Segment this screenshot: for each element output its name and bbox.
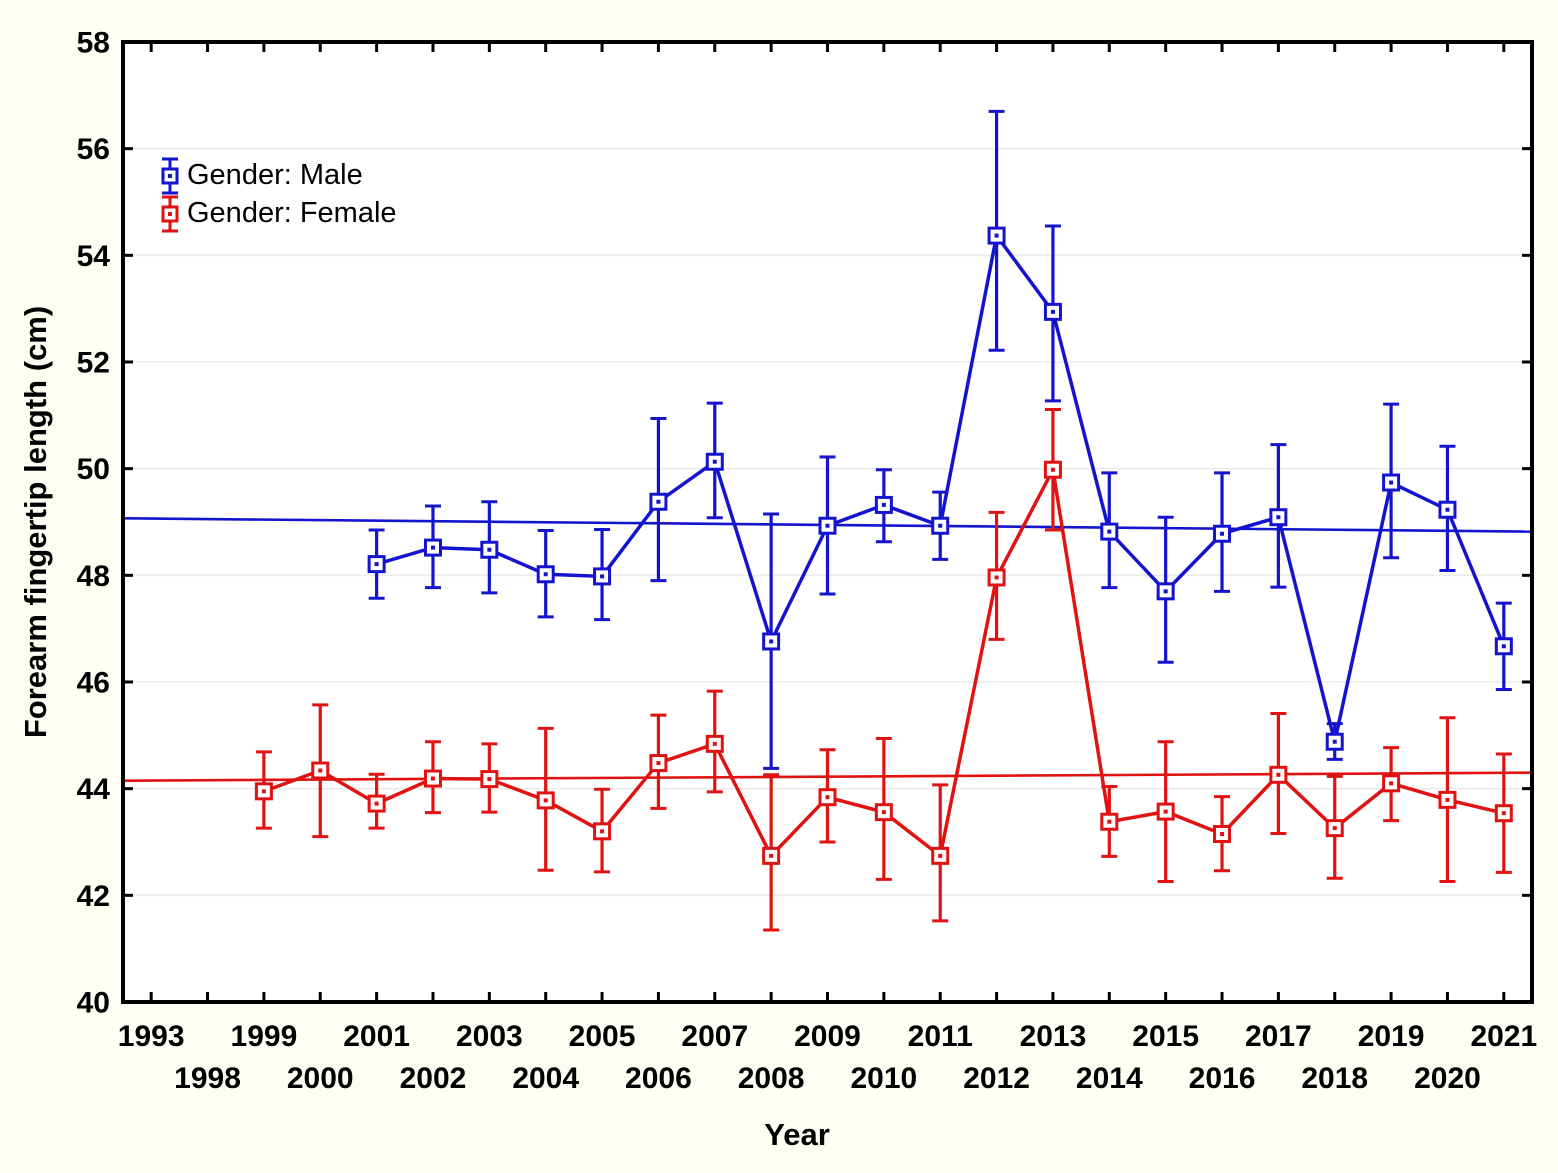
y-tick-label: 50 — [77, 453, 110, 486]
x-tick-label: 1998 — [174, 1062, 241, 1095]
female-marker-dot — [374, 801, 379, 806]
male-series-symbol — [161, 157, 179, 194]
male-marker-dot — [1107, 529, 1112, 534]
y-tick-label: 44 — [77, 773, 111, 806]
female-marker-dot — [938, 853, 943, 858]
legend: Gender: Male Gender: Female — [158, 157, 397, 232]
male-marker-dot — [1050, 309, 1055, 314]
x-tick-label: 2000 — [287, 1062, 354, 1095]
x-axis-title: Year — [764, 1117, 830, 1152]
female-marker-dot — [1163, 809, 1168, 814]
x-tick-label: 2021 — [1470, 1020, 1537, 1053]
x-tick-label: 2009 — [794, 1020, 861, 1053]
male-marker-dot — [881, 502, 886, 507]
x-tick-label: 2019 — [1358, 1020, 1425, 1053]
x-tick-label: 2003 — [456, 1020, 523, 1053]
female-marker-dot — [1107, 819, 1112, 824]
y-tick-label: 54 — [77, 240, 111, 273]
legend-label-female: Gender: Female — [187, 197, 397, 229]
legend-item-male: Gender: Male — [158, 157, 397, 194]
y-tick-label: 42 — [77, 880, 110, 913]
y-tick-label: 58 — [77, 27, 110, 60]
male-marker-dot — [1445, 507, 1450, 512]
legend-label-male: Gender: Male — [187, 159, 363, 191]
x-tick-label: 2015 — [1132, 1020, 1199, 1053]
female-marker-dot — [318, 768, 323, 773]
x-tick-label: 2010 — [850, 1062, 917, 1095]
x-tick-label: 2012 — [963, 1062, 1030, 1095]
male-marker-dot — [938, 523, 943, 528]
male-marker-dot — [1220, 531, 1225, 536]
y-tick-label: 48 — [77, 560, 110, 593]
female-marker-dot — [1332, 826, 1337, 831]
y-tick-label: 40 — [77, 987, 110, 1020]
y-tick-label: 56 — [77, 133, 110, 166]
male-marker-dot — [656, 499, 661, 504]
male-marker-dot — [1276, 515, 1281, 520]
x-tick-label: 2014 — [1076, 1062, 1143, 1095]
male-marker-dot — [1332, 739, 1337, 744]
female-marker-dot — [825, 795, 830, 800]
female-marker-dot — [487, 777, 492, 782]
female-marker-dot — [1220, 832, 1225, 836]
x-tick-label: 2013 — [1020, 1020, 1087, 1053]
male-marker-dot — [1501, 644, 1506, 649]
male-marker-dot — [1389, 480, 1394, 485]
male-marker-dot — [1163, 589, 1168, 594]
x-tick-label: 2020 — [1414, 1062, 1481, 1095]
x-tick-label: 2001 — [343, 1020, 410, 1053]
x-tick-label: 2007 — [681, 1020, 748, 1053]
female-marker-dot — [600, 829, 605, 834]
male-marker-dot — [374, 562, 379, 567]
female-marker-dot — [1501, 811, 1506, 816]
x-tick-label: 1993 — [118, 1020, 185, 1053]
y-tick-label: 46 — [77, 667, 110, 700]
female-marker-dot — [1050, 467, 1055, 472]
female-series-symbol — [161, 195, 179, 232]
x-tick-label: 2011 — [908, 1020, 973, 1053]
male-marker-dot — [769, 639, 774, 644]
female-marker-dot — [1389, 781, 1394, 786]
female-marker-dot — [1276, 772, 1281, 777]
female-marker-dot — [712, 741, 717, 746]
x-tick-label: 2008 — [738, 1062, 805, 1095]
x-tick-label: 2005 — [569, 1020, 636, 1053]
legend-item-female: Gender: Female — [158, 195, 397, 232]
female-marker-dot — [769, 853, 774, 858]
male-marker-dot — [430, 545, 435, 550]
x-tick-label: 2016 — [1189, 1062, 1256, 1095]
female-marker-dot — [430, 776, 435, 781]
male-marker-dot — [712, 459, 717, 464]
male-marker-dot — [487, 547, 492, 552]
female-marker-dot — [994, 575, 999, 580]
female-marker-dot — [543, 798, 548, 803]
y-axis-title: Forearm fingertip length (cm) — [18, 305, 53, 739]
x-tick-label: 2004 — [512, 1062, 579, 1095]
female-marker-dot — [261, 789, 266, 794]
male-marker-dot — [994, 233, 999, 238]
x-tick-label: 2017 — [1245, 1020, 1312, 1053]
male-marker-dot — [600, 574, 605, 579]
female-marker-dot — [1445, 797, 1450, 802]
x-tick-label: 2002 — [400, 1062, 467, 1095]
x-tick-label: 2006 — [625, 1062, 692, 1095]
y-tick-label: 52 — [77, 347, 110, 380]
x-tick-label: 2018 — [1301, 1062, 1368, 1095]
female-marker-dot — [881, 810, 886, 815]
female-marker-dot — [656, 761, 661, 766]
male-marker-dot — [825, 523, 830, 528]
x-tick-label: 1999 — [231, 1020, 298, 1053]
male-marker-dot — [543, 572, 548, 577]
